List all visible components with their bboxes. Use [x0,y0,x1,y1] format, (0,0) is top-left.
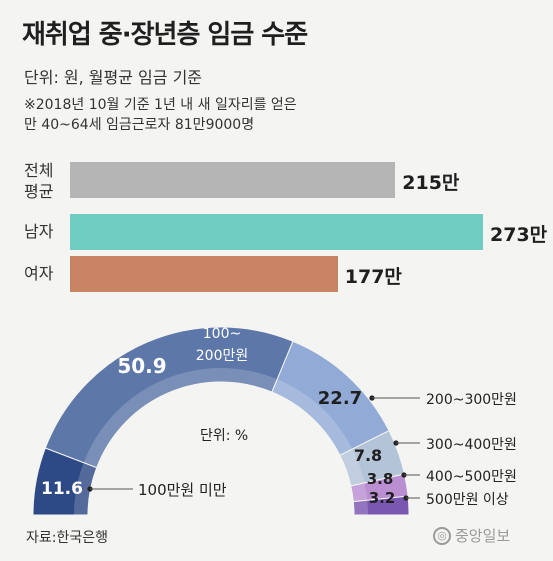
donut-slice [352,495,410,516]
slice-value-label: 7.8 [354,446,382,465]
slice-value-label: 3.8 [367,470,394,488]
slice-value-label: 11.6 [41,479,83,499]
bar [70,162,396,198]
slice-category-label: 100만원 미만 [138,481,227,499]
source-note: 자료:한국은행 [26,530,108,546]
survey-note: ※2018년 10월 기준 1년 내 새 일자리를 얻은 만 40~64세 임금… [24,95,297,135]
slice-category-label: 200만원 [196,348,248,364]
bar-category-label: 여자 [24,264,54,283]
survey-note-line1: ※2018년 10월 기준 1년 내 새 일자리를 얻은 [24,97,297,113]
slice-category-label: 200~300만원 [426,392,517,408]
publisher-logo: ◎ 중앙일보 [433,525,510,546]
bar-value-label: 273만 [490,224,548,246]
slice-value-label: 50.9 [117,354,166,378]
slice-value-label: 22.7 [318,388,362,409]
bar-category-label: 전체 평균 [24,161,54,201]
donut-unit-label: 단위: % [200,428,248,444]
unit-note: 단위: 원, 월평균 임금 기준 [24,68,203,87]
bar [70,256,338,292]
slice-category-label: 300~400만원 [426,437,517,453]
logo-mark-icon: ◎ [433,526,451,545]
slice-category-label: 500만원 이상 [426,492,509,508]
chart-title: 재취업 중·장년층 임금 수준 [22,20,308,50]
bar [70,214,483,250]
survey-note-line2: 만 40~64세 임금근로자 81만9000명 [24,117,255,133]
slice-category-label: 400~500만원 [426,469,517,485]
slice-value-label: 3.2 [369,489,396,507]
bar-value-label: 177만 [344,266,402,288]
donut-slice [44,326,294,469]
slice-category-label: 100~ [203,326,241,342]
logo-text: 중앙일보 [455,527,511,545]
bar-value-label: 215만 [402,172,460,194]
bar-category-label: 남자 [24,222,54,241]
